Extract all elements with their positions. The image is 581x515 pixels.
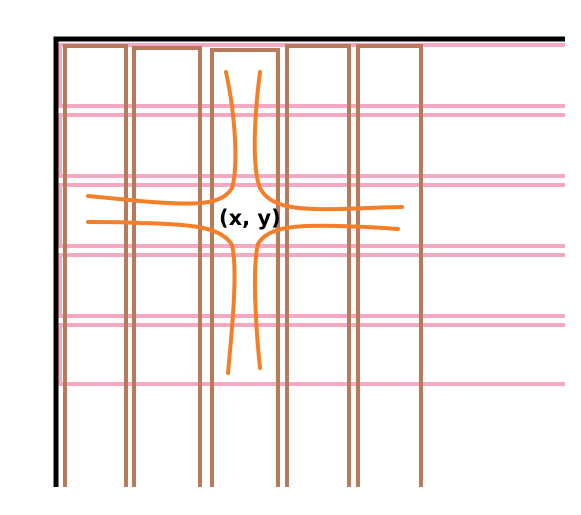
curve-top-right xyxy=(252,70,404,212)
hyperbola-curves xyxy=(86,70,404,375)
pink-strip xyxy=(58,323,565,386)
pink-strip xyxy=(58,253,565,318)
curve-bottom-left xyxy=(86,220,237,375)
pink-strip xyxy=(58,183,565,248)
curve-top-left xyxy=(86,70,238,206)
pink-strip xyxy=(58,113,565,178)
brown-strip xyxy=(132,46,202,487)
vertical-brown-strips xyxy=(63,44,423,487)
axis-frame xyxy=(53,36,565,487)
brown-strip xyxy=(63,44,128,487)
point-label: (x, y) xyxy=(219,206,281,230)
brown-strip xyxy=(210,48,280,487)
brown-strip xyxy=(285,44,351,487)
horizontal-pink-strips xyxy=(58,43,565,386)
curve-bottom-right xyxy=(252,223,400,370)
brown-strip xyxy=(356,44,423,487)
